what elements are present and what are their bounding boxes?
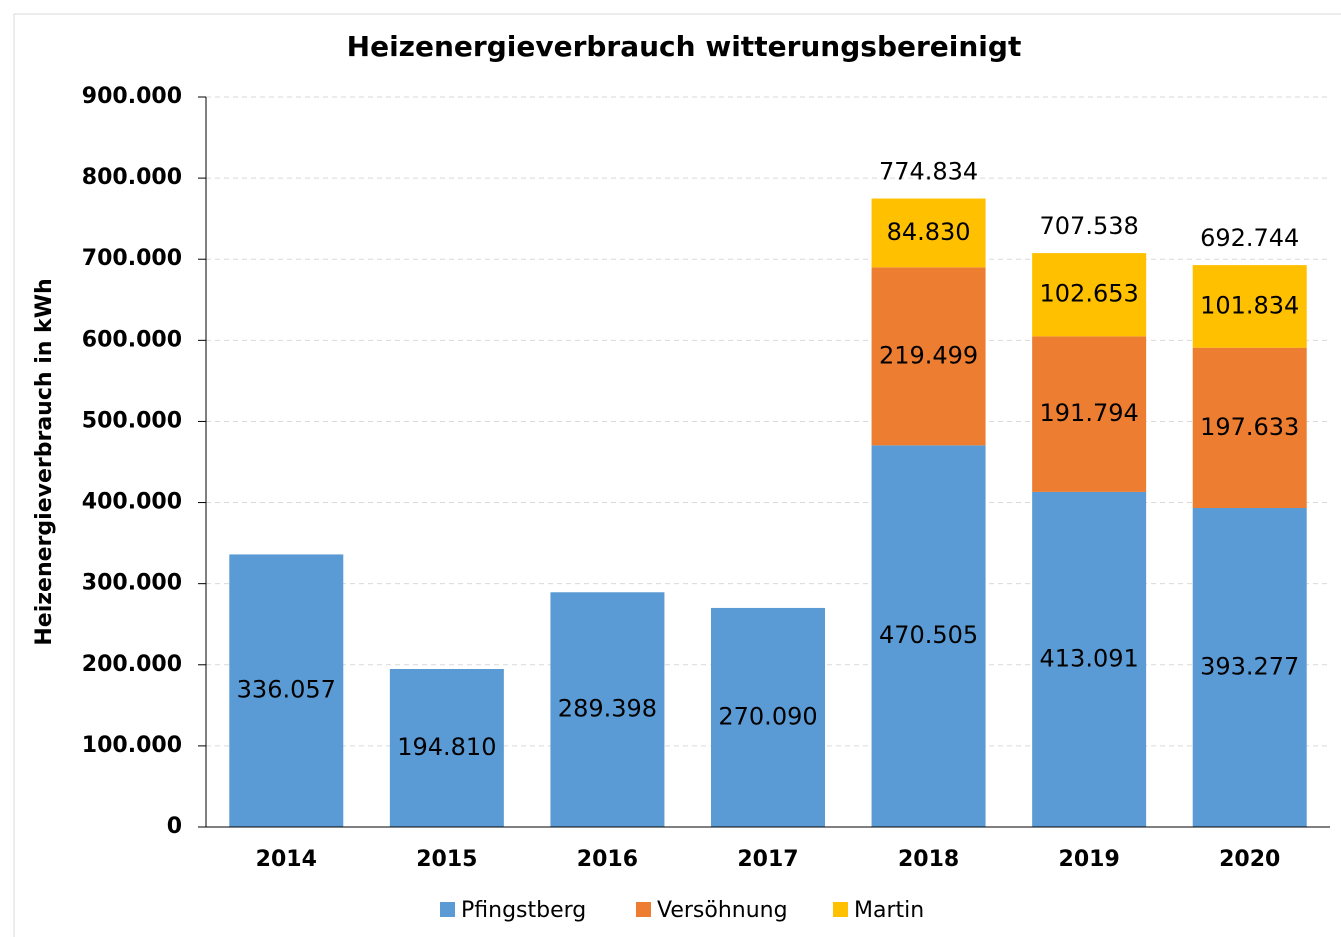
bar-segment [871,267,986,446]
data-label: 270.090 [718,702,817,730]
data-label: 289.398 [558,695,657,723]
legend-swatch [636,902,651,917]
x-tick-label: 2018 [898,847,959,872]
bar-segment [389,668,504,827]
legend-label: Versöhnung [657,898,788,923]
x-tick-label: 2015 [416,847,477,872]
y-tick-label: 300.000 [82,571,182,596]
y-tick-label: 900.000 [82,84,182,109]
data-label: 194.810 [397,733,496,761]
bar-segment [229,554,344,827]
x-tick-label: 2016 [577,847,638,872]
y-axis-label: Heizenergieverbrauch in kWh [32,278,57,645]
x-tick-label: 2020 [1219,847,1280,872]
bar-segment [1192,508,1307,827]
chart-title: Heizenergieverbrauch witterungsbereinigt [347,30,1022,63]
legend-swatch [833,902,848,917]
y-tick-label: 600.000 [82,327,182,352]
y-tick-label: 200.000 [82,652,182,677]
data-label: 393.277 [1200,653,1299,681]
bar-segment [711,607,825,827]
data-label: 191.794 [1040,399,1139,427]
data-label: 219.499 [879,341,978,369]
total-label: 707.538 [1040,212,1139,240]
bar-segment [871,198,986,268]
data-label: 102.653 [1040,280,1139,308]
data-label: 84.830 [887,218,971,246]
data-label: 336.057 [237,676,336,704]
total-label: 692.744 [1200,224,1299,252]
chart-frame [13,13,1341,937]
bar-segment [871,445,986,827]
legend-label: Martin [854,898,924,923]
y-tick-label: 100.000 [82,733,182,758]
legend-label: Pfingstberg [461,898,586,923]
x-tick-label: 2017 [737,847,798,872]
bar-segment [1192,347,1307,509]
bar-segment [550,592,665,827]
data-label: 101.834 [1200,291,1299,319]
bar-segment [1032,491,1147,827]
x-tick-label: 2014 [256,847,317,872]
data-label: 197.633 [1200,413,1299,441]
x-tick-label: 2019 [1059,847,1120,872]
data-label: 413.091 [1040,644,1139,672]
bar-segment [1032,253,1147,337]
y-tick-label: 700.000 [82,246,182,271]
data-label: 470.505 [879,621,978,649]
total-label: 774.834 [879,158,978,186]
bar-segment [1032,336,1147,492]
y-tick-label: 400.000 [82,490,182,515]
legend-swatch [440,902,455,917]
bar-segment [1192,265,1307,348]
y-tick-label: 0 [167,814,182,839]
y-tick-label: 500.000 [82,408,182,433]
y-tick-label: 800.000 [82,165,182,190]
